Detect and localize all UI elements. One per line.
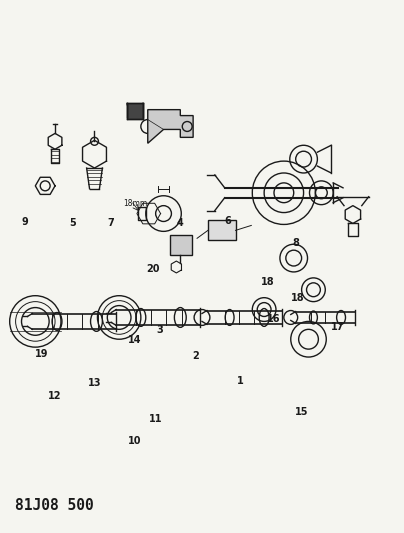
Text: 4: 4 (177, 218, 183, 228)
Text: 1: 1 (236, 376, 243, 386)
Text: 17: 17 (331, 322, 344, 332)
Text: 16: 16 (267, 314, 280, 324)
Text: 15: 15 (295, 407, 308, 417)
Text: 18: 18 (291, 293, 305, 303)
Text: 8: 8 (292, 238, 299, 248)
Text: 7: 7 (107, 218, 114, 228)
Text: 13: 13 (88, 377, 101, 387)
Text: 12: 12 (48, 391, 61, 401)
Text: 3: 3 (157, 325, 164, 335)
Text: 2: 2 (193, 351, 200, 361)
Polygon shape (148, 110, 193, 143)
Text: 10: 10 (128, 435, 141, 446)
Bar (127, 103, 143, 118)
Bar (170, 236, 192, 255)
Text: 20: 20 (147, 264, 160, 274)
Text: 9: 9 (21, 217, 28, 227)
Text: 18mm: 18mm (123, 199, 147, 208)
Bar (208, 221, 236, 240)
Text: 11: 11 (149, 415, 163, 424)
Text: 6: 6 (225, 216, 231, 225)
Text: 19: 19 (35, 349, 48, 359)
Text: 81J08 500: 81J08 500 (15, 498, 93, 513)
Text: 18: 18 (261, 277, 275, 287)
Text: 5: 5 (69, 218, 76, 228)
Text: 14: 14 (128, 335, 141, 345)
